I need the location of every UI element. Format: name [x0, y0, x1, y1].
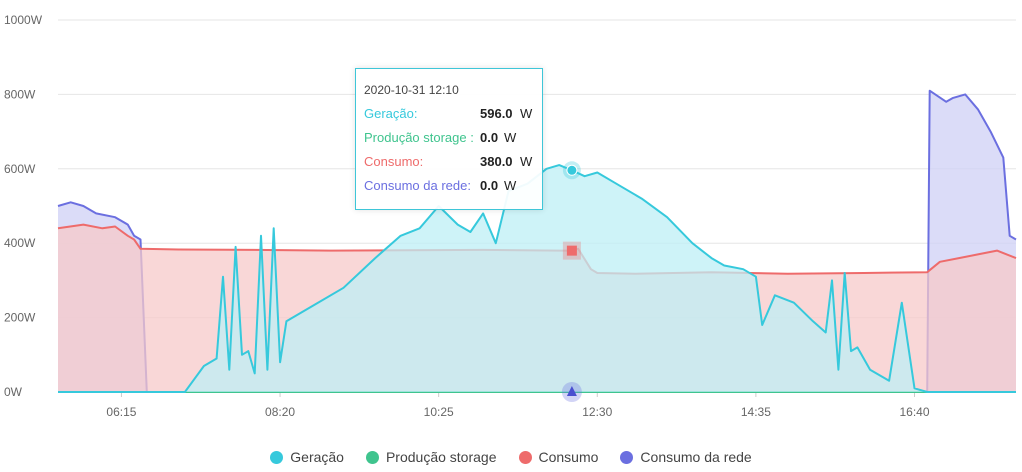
legend-label: Consumo da rede: [640, 449, 752, 465]
series-line-0: [58, 164, 1016, 393]
y-tick-label: 400W: [4, 236, 36, 250]
legend-item-consumo[interactable]: Consumo: [518, 446, 599, 468]
tooltip-value-geracao: 596.0: [480, 106, 513, 121]
tooltip-time: 2020-10-31 12:10: [364, 83, 459, 97]
y-tick-label: 0W: [4, 385, 23, 399]
x-tick-label: 12:30: [582, 405, 612, 419]
legend-item-consumo-da-rede[interactable]: Consumo da rede: [620, 446, 752, 468]
y-tick-label: 800W: [4, 87, 36, 101]
x-tick-label: 06:15: [106, 405, 136, 419]
tooltip-label-storage: Produção storage :: [364, 130, 474, 145]
chart-legend: Geração Produção storage Consumo Consumo…: [0, 446, 1022, 468]
chart-tooltip: 2020-10-31 12:10 Geração: 596.0 W Produç…: [355, 68, 543, 210]
tooltip-label-consumo: Consumo:: [364, 154, 424, 169]
legend-label: Produção storage: [385, 449, 497, 465]
y-tick-label: 1000W: [4, 13, 43, 27]
tooltip-value-consumo: 380.0: [480, 154, 513, 169]
series-area-0: [58, 165, 1016, 392]
tooltip-unit-consumo: W: [520, 154, 533, 169]
legend-label: Consumo: [538, 449, 599, 465]
y-tick-label: 200W: [4, 311, 36, 325]
tooltip-label-rede: Consumo da rede:: [364, 178, 471, 193]
x-tick-label: 10:25: [424, 405, 454, 419]
legend-dot-producao-storage: [365, 450, 379, 464]
tooltip-unit-rede: W: [504, 178, 517, 193]
energy-chart: 1000W 800W 600W 400W 200W 0W 06:15 08:20 10:25 12…: [4, 13, 1017, 419]
legend-label: Geração: [290, 449, 344, 465]
legend-dot-consumo: [518, 450, 532, 464]
hover-marker-rede: [566, 386, 577, 396]
y-tick-label: 600W: [4, 162, 36, 176]
x-tick-label: 14:35: [741, 405, 771, 419]
legend-item-producao-storage[interactable]: Produção storage: [365, 446, 497, 468]
tooltip-unit-geracao: W: [520, 106, 533, 121]
tooltip-unit-storage: W: [504, 130, 517, 145]
tooltip-label-geracao: Geração:: [364, 106, 418, 121]
legend-dot-consumo-da-rede: [620, 450, 634, 464]
legend-dot-geracao: [270, 450, 284, 464]
tooltip-value-rede: 0.0: [480, 178, 499, 193]
hover-marker-geracao: [566, 164, 578, 176]
tooltip-value-storage: 0.0: [480, 130, 499, 145]
legend-item-geracao[interactable]: Geração: [270, 446, 344, 468]
x-tick-label: 16:40: [899, 405, 929, 419]
hover-marker-consumo: [566, 245, 577, 256]
x-tick-label: 08:20: [265, 405, 295, 419]
